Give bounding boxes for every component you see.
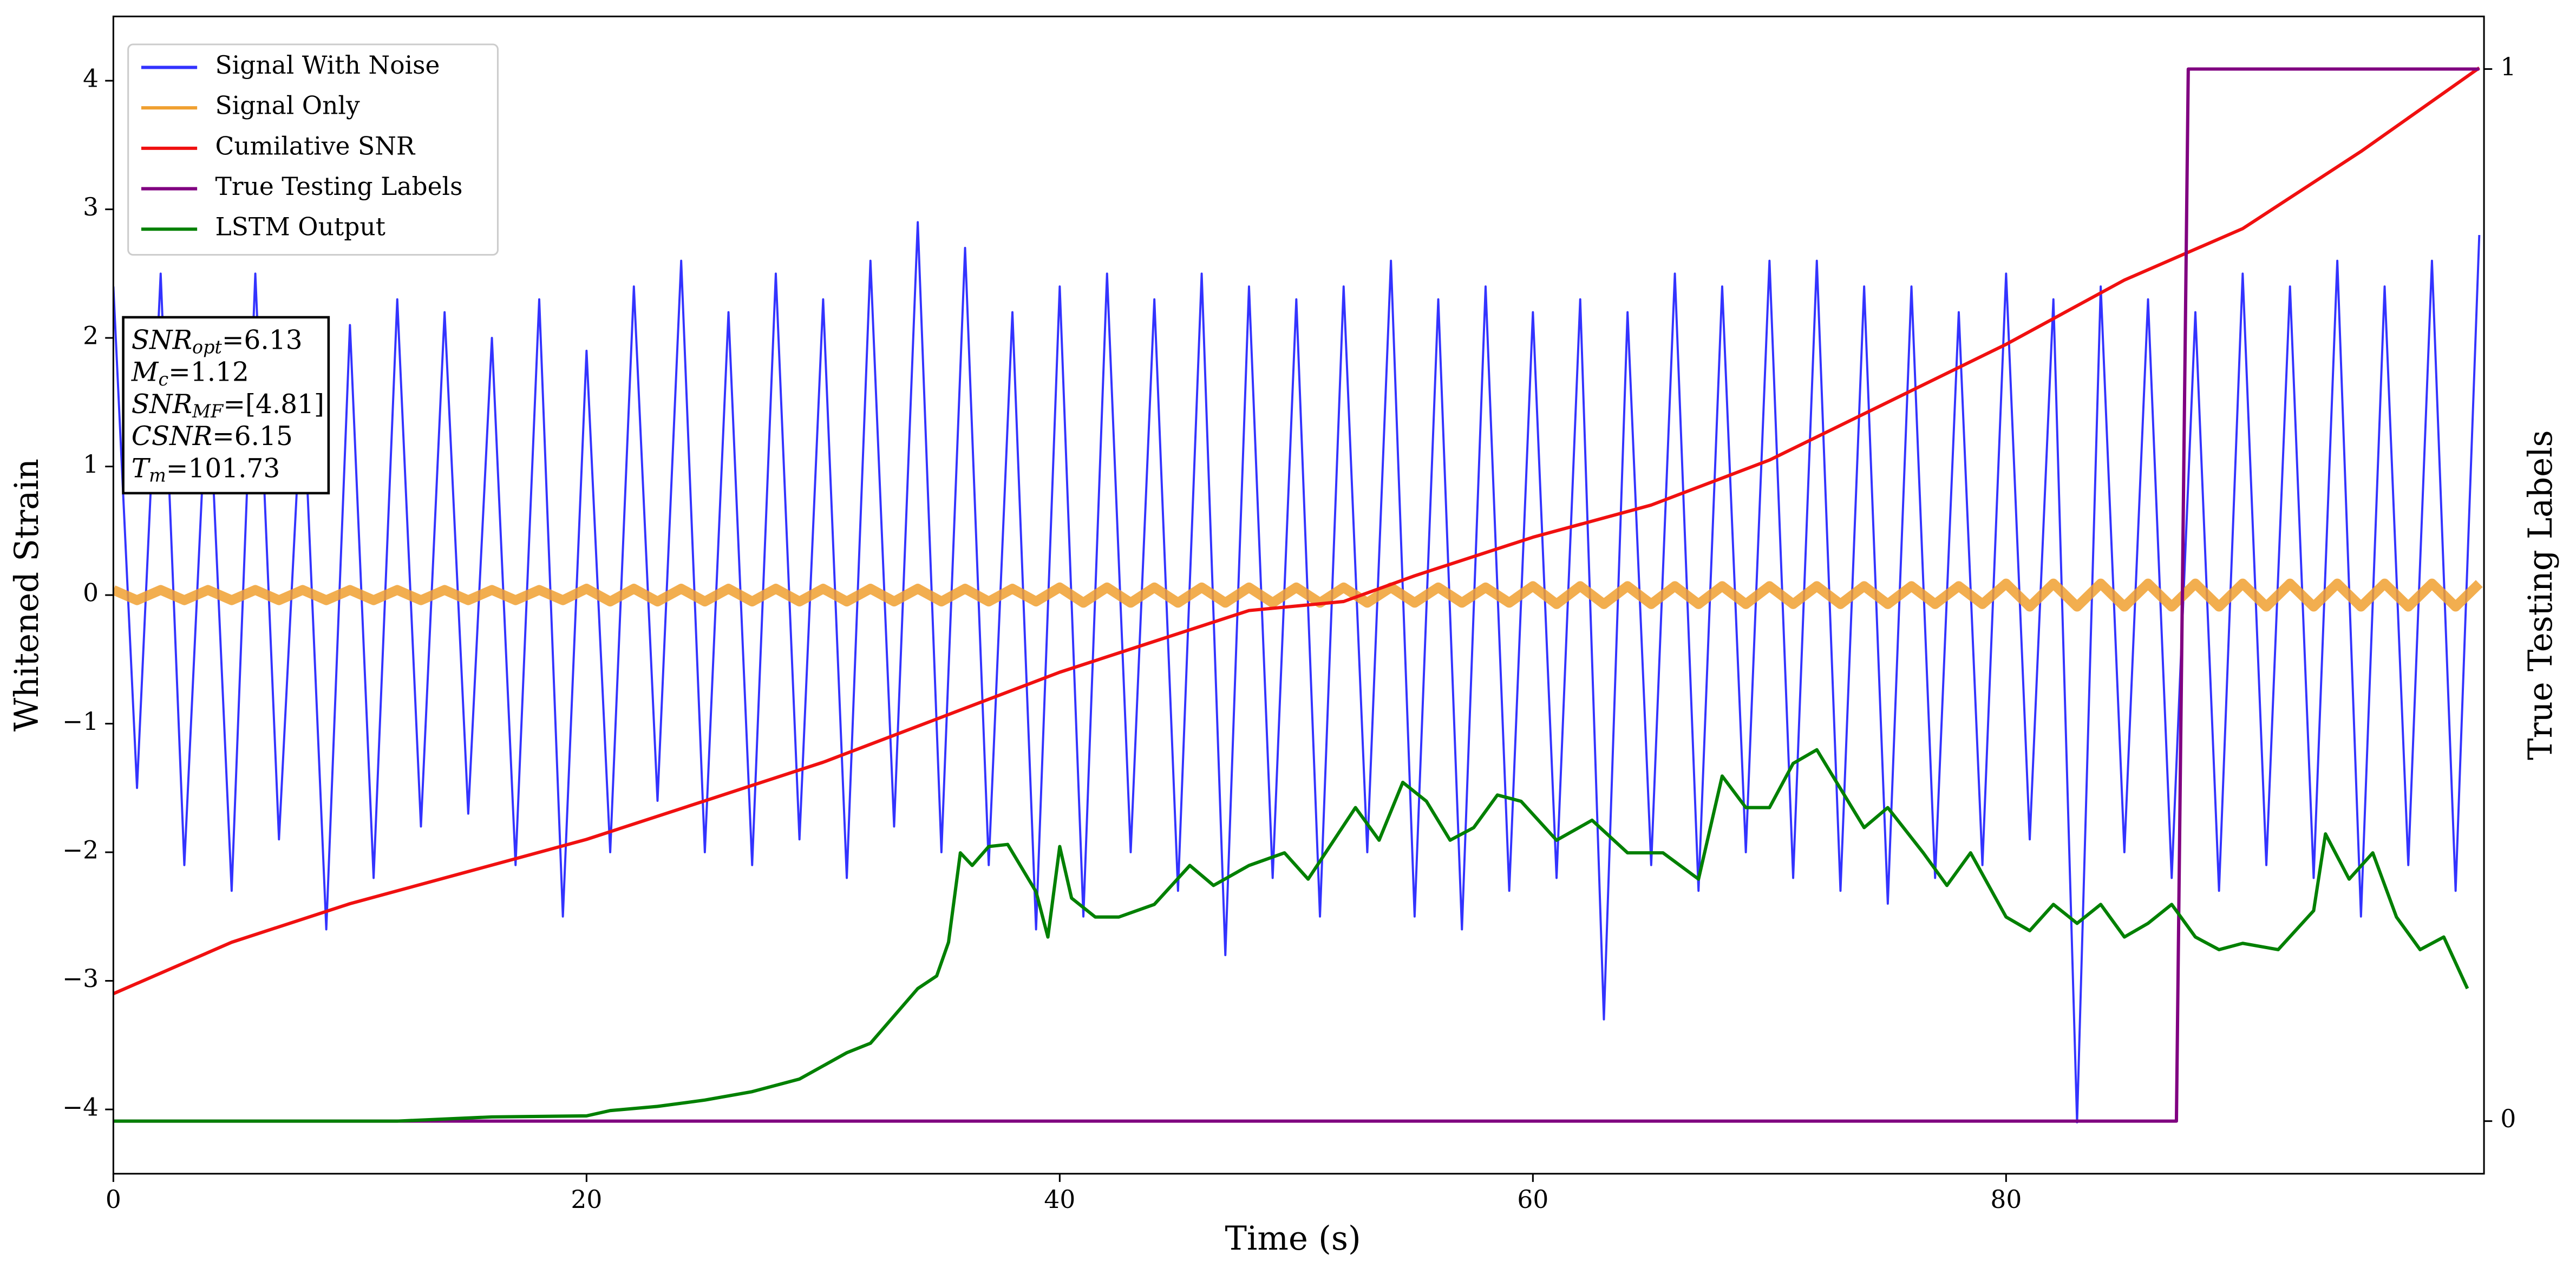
annotation-value: =101.73 (166, 453, 280, 484)
legend-label: True Testing Labels (215, 172, 463, 201)
legend-label: Signal With Noise (215, 51, 440, 80)
annotation-text: SNRopt=6.13 (132, 325, 303, 358)
annotation-symbol: M (131, 357, 159, 387)
annotation-value: =1.12 (168, 357, 249, 387)
x-tick-label: 40 (1044, 1185, 1075, 1214)
series-line (113, 66, 2481, 996)
legend-label: LSTM Output (215, 213, 385, 241)
legend-box (127, 43, 499, 256)
legend: Signal With Noise Signal Only Cumilative S… (127, 43, 499, 256)
annotation-value: =[4.81] (223, 389, 324, 419)
x-tick-label: 60 (1517, 1185, 1548, 1214)
y-tick-label: 3 (83, 193, 99, 221)
y-tick-label: 2 (83, 322, 99, 350)
y-tick-label: −3 (62, 964, 99, 993)
y-tick-label: 1 (83, 450, 99, 479)
annotation-text: Tm=101.73 (132, 453, 280, 486)
x-axis-label: Time (s) (1225, 1220, 1361, 1258)
annotation-subscript: opt (192, 337, 222, 358)
y-tick-label: −2 (62, 836, 99, 865)
series-line (113, 578, 2483, 612)
annotation-text: Mc=1.12 (131, 357, 249, 390)
y-tick-label: −1 (62, 707, 99, 736)
y2-axis-label: True Testing Labels (2522, 430, 2560, 760)
x-tick-label: 80 (1990, 1185, 2022, 1214)
annotation-box: SNRopt=6.13Mc=1.12SNRMF=[4.81]CSNR=6.15T… (122, 316, 330, 495)
series-line (113, 221, 2481, 1123)
annotation-subscript: m (149, 465, 166, 486)
legend-label: Signal Only (215, 92, 360, 120)
annotation-subscript: c (158, 369, 168, 390)
annotation-text: SNRMF=[4.81] (132, 389, 324, 422)
y-tick-label: −4 (62, 1093, 99, 1122)
x-tick-label: 20 (571, 1185, 602, 1214)
annotation-symbol: SNR (132, 325, 192, 355)
series-line (113, 67, 2480, 1123)
y-tick-label: 0 (83, 579, 99, 607)
annotation-symbol: SNR (132, 389, 192, 419)
annotation-symbol: CSNR (132, 421, 212, 452)
y2-tick-label: 0 (2500, 1105, 2516, 1133)
annotation-text: CSNR=6.15 (132, 421, 293, 452)
annotation-subscript: MF (192, 401, 224, 422)
series-line (113, 748, 2469, 1123)
legend-label: Cumilative SNR (215, 132, 416, 160)
x-tick-label: 0 (106, 1185, 121, 1214)
annotation-symbol: T (132, 453, 151, 484)
y-tick-label: 4 (83, 64, 99, 93)
y-axis-label: Whitened Strain (8, 459, 46, 731)
annotation-value: =6.13 (222, 325, 303, 355)
annotation-frame (122, 316, 330, 495)
y2-tick-label: 1 (2500, 53, 2516, 81)
annotation-value: =6.15 (212, 421, 293, 452)
